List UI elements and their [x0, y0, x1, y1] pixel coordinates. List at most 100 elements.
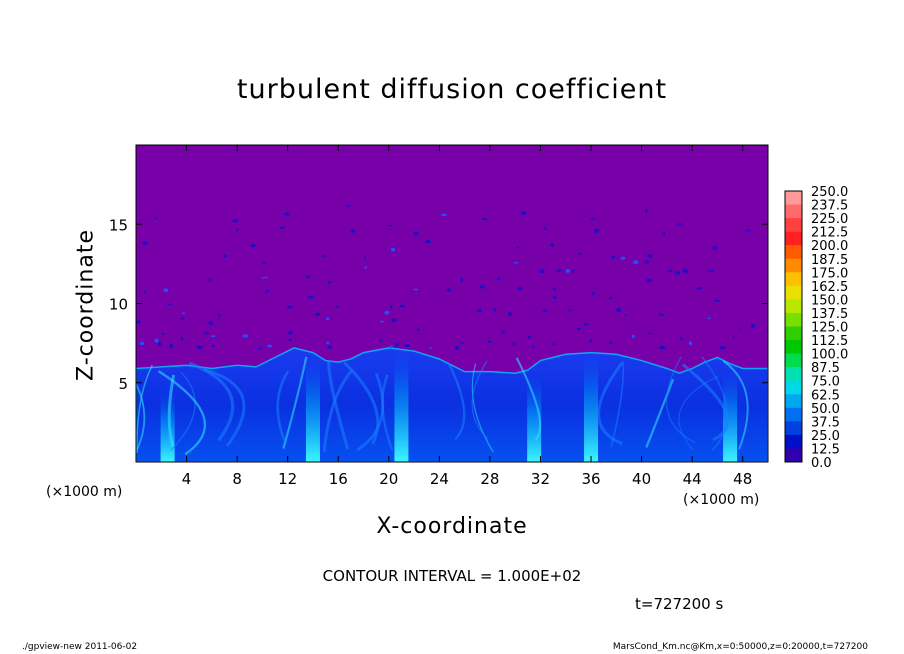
turbulent-patch	[218, 313, 221, 318]
eddy-stroke	[282, 356, 308, 449]
time-label: t=727200 s	[635, 595, 724, 613]
turbulent-patch	[479, 285, 485, 289]
turbulent-patch	[708, 269, 715, 272]
colorbar-level-label: 200.0	[811, 239, 848, 254]
x-tick-label: 40	[632, 470, 651, 488]
turbulent-patch	[719, 346, 726, 350]
turbulent-patch	[395, 342, 399, 347]
plume-4	[305, 358, 320, 462]
turbulent-patch	[577, 327, 581, 331]
turbulent-patch	[154, 338, 159, 343]
turbulent-patch	[675, 271, 681, 275]
turbulent-patch	[136, 320, 141, 324]
eddy-stroke	[203, 368, 246, 447]
turbulent-patch	[208, 278, 211, 283]
boundary-layer	[136, 347, 768, 462]
colorbar-swatch	[785, 231, 802, 246]
turbulent-patch	[163, 288, 169, 293]
plume-0	[160, 390, 175, 462]
turbulent-patch	[404, 343, 410, 348]
turbulent-patch	[501, 330, 505, 334]
turbulent-patch	[688, 341, 693, 346]
colorbar-swatch	[785, 258, 802, 273]
turbulent-patch	[327, 281, 332, 284]
turbulent-patch	[646, 332, 653, 335]
colorbar-level-label: 50.0	[811, 402, 840, 417]
colorbar-level-label: 112.5	[811, 334, 848, 349]
plume-3	[723, 370, 738, 462]
turbulent-patch	[620, 256, 626, 260]
turbulent-patch	[608, 296, 613, 300]
colorbar-level-label: 0.0	[811, 456, 832, 471]
footer-left-text: ./gpview-new 2011-06-02	[22, 642, 138, 652]
turbulent-patch	[454, 345, 460, 350]
eddy-stroke	[515, 357, 542, 441]
turbulent-patch	[223, 254, 227, 258]
turbulent-patch	[578, 252, 583, 255]
eddy-stroke	[681, 363, 730, 442]
colorbar-swatch	[785, 407, 802, 422]
turbulent-patch	[181, 312, 186, 314]
turbulent-patch	[712, 246, 717, 250]
colorbar-level-label: 225.0	[811, 212, 848, 227]
colorbar-swatch	[785, 218, 802, 232]
eddy-stroke	[666, 356, 696, 444]
turbulent-patch	[429, 346, 432, 349]
turbulent-patch	[335, 305, 339, 308]
turbulent-patch	[308, 295, 314, 299]
x-tick-label: 20	[379, 470, 398, 488]
turbulent-patch	[261, 277, 264, 279]
x-tick-label: 44	[683, 470, 702, 488]
turbulent-patch	[493, 307, 496, 312]
colorbar-swatch	[785, 272, 802, 287]
colorbar-level-label: 137.5	[811, 307, 848, 322]
turbulent-patch	[364, 266, 367, 269]
colorbar-level-label: 187.5	[811, 253, 848, 268]
boundary-layer-edge	[136, 347, 768, 462]
turbulent-patch	[390, 318, 397, 323]
turbulent-patch	[565, 268, 570, 273]
eddy-stroke	[471, 363, 494, 453]
turbulent-patch	[668, 269, 673, 273]
colorbar-level-label: 87.5	[811, 361, 840, 376]
turbulent-patch	[279, 226, 285, 229]
z-unit-label: (×1000 m)	[46, 484, 123, 500]
turbulent-patch	[185, 343, 188, 345]
colorbar-swatch	[785, 299, 802, 314]
turbulent-patch	[714, 299, 720, 303]
turbulent-patch	[632, 260, 639, 265]
turbulent-patch	[682, 268, 686, 272]
eddy-stroke	[610, 361, 624, 448]
turbulent-patch	[204, 332, 209, 335]
turbulent-patch	[539, 269, 545, 274]
x-tick-label: 28	[480, 470, 499, 488]
turbulent-patch	[364, 256, 367, 259]
eddy-stroke	[645, 378, 675, 448]
turbulent-patch	[631, 334, 635, 339]
turbulent-patch	[142, 241, 148, 245]
colorbar-level-label: 12.5	[811, 442, 840, 457]
turbulent-patch	[750, 324, 756, 329]
turbulent-patch	[389, 305, 393, 309]
colorbar-level-label: 150.0	[811, 293, 848, 308]
turbulent-patch	[679, 337, 683, 341]
turbulent-patch	[646, 278, 652, 283]
turbulent-patch	[556, 269, 562, 272]
turbulent-patch	[242, 334, 249, 338]
turbulent-patch	[659, 345, 666, 350]
colorbar-swatch	[785, 191, 802, 205]
turbulent-patch	[326, 317, 330, 321]
colorbar-swatch	[785, 326, 802, 341]
eddy-stroke	[167, 374, 176, 448]
colorbar-level-label: 37.5	[811, 415, 840, 430]
turbulent-patch	[169, 345, 172, 349]
eddy-stroke	[188, 361, 235, 442]
x-tick-label: 4	[182, 470, 192, 488]
turbulent-patch	[180, 317, 185, 321]
x-unit-label: (×1000 m)	[683, 492, 760, 508]
y-tick-label: 5	[118, 375, 128, 393]
turbulent-patch	[288, 338, 292, 342]
turbulent-patch	[346, 205, 351, 208]
turbulent-patch	[211, 344, 215, 348]
